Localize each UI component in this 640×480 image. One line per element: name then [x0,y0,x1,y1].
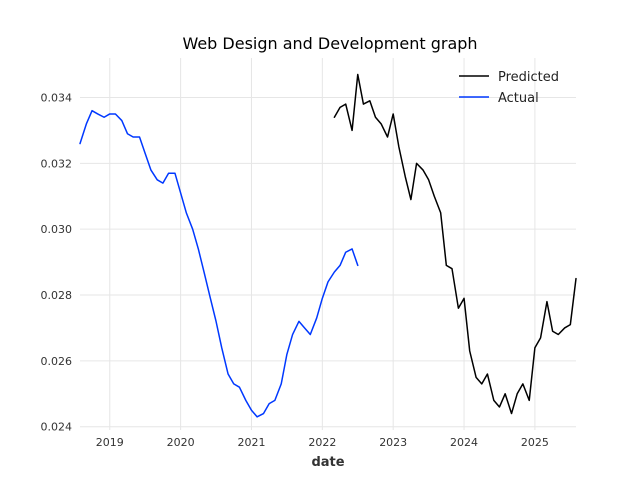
x-tick-label: 2024 [450,436,478,449]
chart-title: Web Design and Development graph [182,34,477,53]
series-layer [79,73,577,418]
x-tick-label: 2019 [96,436,124,449]
grid-lines [80,58,576,430]
y-tick-label: 0.028 [41,289,73,302]
x-tick-label: 2021 [237,436,265,449]
y-axis-ticks: 0.024 0.026 0.028 0.030 0.032 0.034 [41,92,73,434]
y-tick-label: 0.030 [41,223,73,236]
legend-label-actual: Actual [498,91,539,106]
x-tick-label: 2022 [308,436,336,449]
y-tick-label: 0.026 [41,355,73,368]
x-axis-ticks: 2019 2020 2021 2022 2023 2024 2025 [96,436,549,449]
y-tick-label: 0.024 [41,421,73,434]
x-tick-label: 2025 [521,436,549,449]
x-tick-label: 2020 [167,436,195,449]
legend: Predicted Actual [459,70,559,106]
legend-label-predicted: Predicted [498,70,559,85]
x-tick-label: 2023 [379,436,407,449]
x-axis-label: date [311,455,344,470]
y-tick-label: 0.034 [41,92,73,105]
series-line-actual [79,109,359,418]
series-line-predicted [333,73,577,415]
y-tick-label: 0.032 [41,157,73,170]
